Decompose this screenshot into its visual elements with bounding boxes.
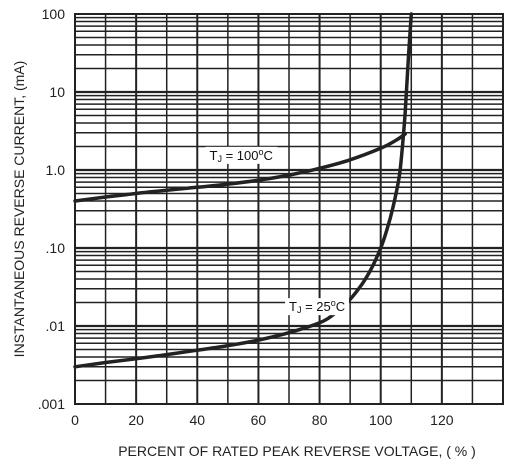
series-line-tj-25c	[73, 12, 414, 369]
series-label-background	[285, 298, 349, 316]
x-tick-label: 80	[312, 412, 328, 428]
y-tick-label: 100	[42, 6, 66, 22]
series-line-tj-100c	[73, 132, 407, 203]
series-label-tj-25c: TJ = 25oC	[289, 298, 345, 315]
plot-frame	[74, 13, 504, 405]
x-tick-label: 60	[251, 412, 267, 428]
y-tick-label: 10	[49, 84, 65, 100]
series-label-background	[205, 146, 278, 164]
y-tick-label: .01	[46, 318, 66, 334]
x-axis-label: PERCENT OF RATED PEAK REVERSE VOLTAGE, (…	[118, 443, 476, 459]
series-label-tj-100c: TJ = 100oC	[210, 147, 273, 164]
y-axis-label: INSTANTANEOUS REVERSE CURRENT, (mA)	[11, 61, 27, 358]
x-tick-label: 20	[128, 412, 144, 428]
y-tick-label: 1.0	[46, 162, 66, 178]
y-tick-label: .001	[38, 396, 65, 412]
x-tick-label: 100	[369, 412, 393, 428]
x-tick-label: 120	[430, 412, 454, 428]
y-tick-label: .10	[46, 240, 66, 256]
x-tick-label: 40	[189, 412, 205, 428]
series-curves	[73, 12, 414, 369]
x-tick-label: 0	[71, 412, 79, 428]
series-labels: TJ = 100oC TJ = 25oC	[205, 146, 349, 316]
tick-labels: 0 20 40 60 80 100 120 .001 .01 .10 1.0 10 100	[38, 6, 454, 428]
grid	[75, 14, 503, 404]
